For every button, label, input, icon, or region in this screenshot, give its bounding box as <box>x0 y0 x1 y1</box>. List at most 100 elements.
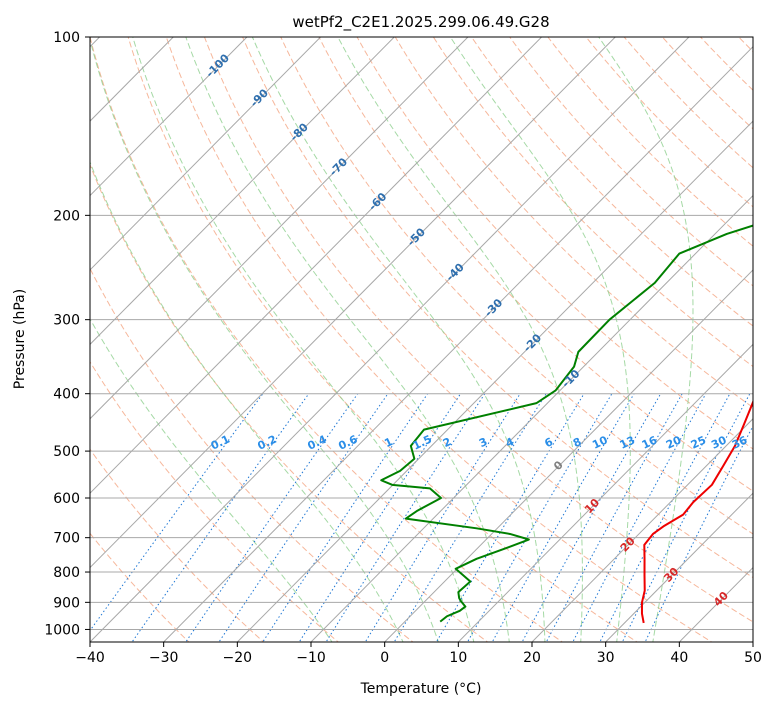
dry-adiabat-line <box>470 37 753 327</box>
mixing-ratio-label: 13 <box>618 434 637 452</box>
pressure-gridlines <box>90 37 753 630</box>
mixing-ratio-label: 1 <box>382 435 394 450</box>
mixing-ratio-line <box>466 393 613 642</box>
dry-adiabats <box>90 37 753 642</box>
mixing-ratio-label: 0.6 <box>336 433 359 453</box>
x-tick-label: 10 <box>449 650 467 666</box>
mixing-ratio-label: 10 <box>590 433 610 451</box>
plot-frame <box>89 36 754 643</box>
moist-adiabat-line <box>90 317 333 642</box>
dry-adiabat-line <box>585 37 753 208</box>
mixing-ratio-label: 4 <box>504 435 517 450</box>
y-tick-label: 200 <box>53 208 80 224</box>
moist-adiabats <box>90 37 694 642</box>
mixing-ratio-line <box>131 393 310 642</box>
y-axis-label: Pressure (hPa) <box>12 289 28 389</box>
isotherm-line <box>90 37 395 346</box>
y-tick-label: 600 <box>53 491 80 507</box>
isotherm-line <box>90 37 322 271</box>
isotherms <box>90 37 753 642</box>
x-axis-label: Temperature (°C) <box>360 681 482 697</box>
isotherm-line <box>604 492 753 642</box>
dry-adiabat-line <box>127 37 638 642</box>
plot-area <box>90 37 753 642</box>
mixing-ratio-line <box>435 393 585 642</box>
data-series <box>380 224 753 624</box>
dry-adiabat-line <box>699 37 753 91</box>
y-tick-label: 500 <box>53 444 80 460</box>
y-tick-label: 800 <box>53 565 80 581</box>
y-tick-label: 700 <box>53 531 80 547</box>
temperature-profile-line <box>640 399 753 624</box>
isopleth-labels: -100-90-80-70-60-50-40-30-20-10010203040… <box>203 51 749 609</box>
mixing-ratio-label: 3 <box>477 435 489 450</box>
moist-adiabat-line <box>598 37 694 642</box>
dry-adiabat-line <box>90 267 414 642</box>
dry-adiabat-line <box>242 37 753 579</box>
dry-adiabat-line <box>356 37 753 450</box>
x-tick-label: −20 <box>223 650 253 666</box>
mixing-ratio-label: 36 <box>730 433 750 451</box>
isotherm-line <box>752 641 753 642</box>
dry-adiabat-line <box>90 532 190 642</box>
isotherm-line <box>457 343 753 642</box>
dry-adiabat-line <box>661 37 753 130</box>
isotherm-line <box>162 45 753 642</box>
isotherm-line <box>678 566 753 642</box>
moist-adiabat-line <box>90 37 439 642</box>
mixing-ratio-line <box>599 393 731 642</box>
isotherm-line <box>90 37 690 642</box>
mixing-ratio-label: 0.2 <box>256 433 279 453</box>
x-tick-label: 40 <box>670 650 688 666</box>
dewpoint-profile-line <box>380 224 753 623</box>
mixing-ratio-line <box>90 393 264 632</box>
mixing-ratio-line <box>262 393 429 642</box>
mixing-ratio-line <box>185 393 359 642</box>
dry-adiabat-line <box>90 163 489 642</box>
moist-adiabat-line <box>337 37 583 642</box>
mixing-ratio-line <box>545 393 683 642</box>
dry-adiabat-line <box>280 37 753 535</box>
mixing-ratio-label: 6 <box>543 435 556 450</box>
isotherm-line <box>383 269 753 642</box>
mixing-ratio-lines <box>90 393 753 642</box>
x-tick-label: −40 <box>75 650 105 666</box>
isotherm-line <box>236 120 753 642</box>
mixing-ratio-label: 1.5 <box>411 433 434 453</box>
isotherm-line <box>531 418 753 642</box>
y-tick-label: 300 <box>53 313 80 329</box>
mixing-ratio-line <box>521 393 662 642</box>
y-tick-label: 100 <box>53 30 80 46</box>
moist-adiabat-line <box>449 37 631 642</box>
y-tick-label: 1000 <box>44 622 80 638</box>
y-axis: 100 200 300 400 500 600 700 800 900 1000 <box>44 30 90 638</box>
mixing-ratio-line <box>325 393 486 642</box>
moist-adiabat-line <box>132 37 475 642</box>
moist-adiabat-line <box>185 37 510 642</box>
isotherm-line <box>90 37 248 197</box>
isotherm-line <box>90 37 469 420</box>
dry-adiabat-line <box>165 37 713 642</box>
mixing-ratio-line <box>491 393 635 642</box>
y-tick-label: 400 <box>53 387 80 403</box>
x-tick-label: 20 <box>523 650 541 666</box>
dry-adiabat-line <box>318 37 753 492</box>
x-tick-label: 30 <box>597 650 615 666</box>
dry-adiabat-line <box>394 37 753 409</box>
dry-adiabat-line <box>90 448 265 642</box>
x-tick-label: −10 <box>296 650 326 666</box>
mixing-ratio-label: 20 <box>664 433 684 451</box>
mixing-ratio-label: 0.1 <box>209 433 232 453</box>
dry-adiabat-line <box>737 37 753 53</box>
mixing-ratio-label: 25 <box>689 434 708 452</box>
moist-adiabat-line <box>251 37 546 642</box>
x-tick-label: 50 <box>744 650 762 666</box>
mixing-ratio-label: 2 <box>441 435 453 450</box>
chart-title: wetPf2_C2E1.2025.299.06.49.G28 <box>292 13 549 32</box>
mixing-ratio-line <box>218 393 389 642</box>
isotherm-line <box>90 37 543 494</box>
mixing-ratio-line <box>364 393 521 642</box>
mixing-ratio-label: 16 <box>640 433 660 451</box>
moist-adiabat-line <box>90 160 404 642</box>
